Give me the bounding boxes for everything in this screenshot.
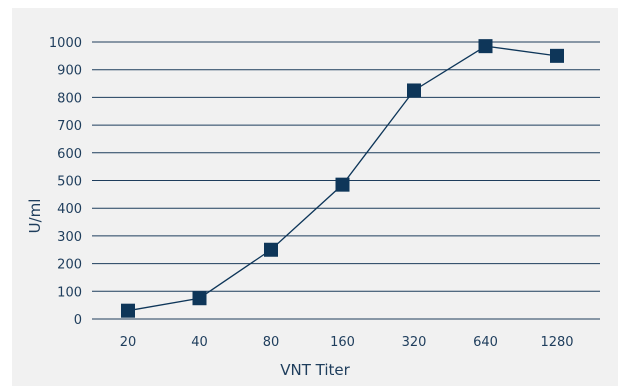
y-tick-label-800: 800: [57, 91, 82, 106]
y-tick-label-0: 0: [74, 313, 82, 328]
y-tick-label-500: 500: [57, 175, 82, 190]
x-tick-label-160: 160: [330, 335, 355, 350]
y-tick-labels: 0 100 200 300 400 500 600 700 800 900 1000: [49, 36, 82, 328]
x-tick-label-1280: 1280: [540, 335, 573, 350]
x-tick-label-640: 640: [473, 335, 498, 350]
y-tick-label-900: 900: [57, 64, 82, 79]
y-axis-title: U/ml: [26, 199, 44, 234]
data-point-80: [264, 242, 278, 257]
y-tick-label-300: 300: [57, 230, 82, 245]
chart-panel: 0 100 200 300 400 500 600 700 800 900 1000 20 40 80 1…: [12, 8, 618, 386]
y-tick-label-1000: 1000: [49, 36, 82, 51]
y-tick-label-600: 600: [57, 147, 82, 162]
data-markers: [121, 39, 564, 318]
data-point-160: [335, 177, 350, 192]
x-tick-label-20: 20: [120, 335, 137, 350]
data-point-1280: [550, 48, 564, 63]
data-point-320: [407, 83, 421, 98]
x-axis-title: VNT Titer: [280, 361, 350, 379]
x-tick-label-80: 80: [263, 335, 280, 350]
data-point-40: [192, 291, 207, 306]
x-tick-label-40: 40: [191, 335, 208, 350]
data-point-20: [121, 303, 135, 318]
y-tick-label-100: 100: [57, 285, 82, 300]
y-tick-label-200: 200: [57, 258, 82, 273]
y-tick-label-400: 400: [57, 202, 82, 217]
y-tick-label-700: 700: [57, 119, 82, 134]
data-point-640: [478, 39, 493, 54]
line-chart: 0 100 200 300 400 500 600 700 800 900 1000 20 40 80 1…: [26, 36, 600, 379]
x-tick-labels: 20 40 80 160 320 640 1280: [120, 335, 574, 350]
x-tick-label-320: 320: [402, 335, 427, 350]
